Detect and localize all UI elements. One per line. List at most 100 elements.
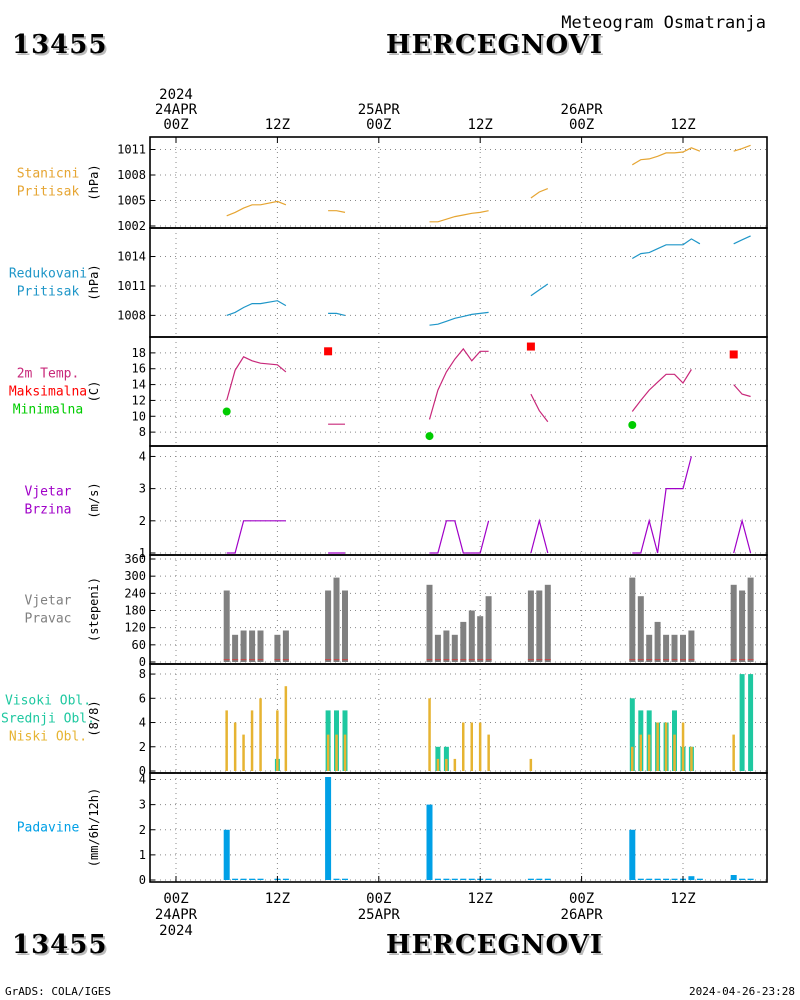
bar	[671, 634, 678, 662]
bar	[637, 878, 644, 880]
bar	[637, 596, 644, 662]
bar	[451, 634, 458, 662]
y-tick-label: 16	[132, 362, 146, 376]
bar	[342, 878, 348, 880]
panel-label: Minimalna	[13, 403, 83, 418]
series-line	[530, 283, 549, 297]
footer-timestamp: 2024-04-26-23:28	[689, 985, 795, 998]
panel-frame	[149, 336, 768, 447]
bar	[282, 630, 289, 662]
series-line	[429, 311, 489, 326]
bar	[646, 878, 653, 880]
y-tick-label: 2	[139, 514, 146, 528]
y-tick-label: 1011	[117, 279, 146, 293]
series-line	[226, 356, 287, 401]
series-line	[632, 456, 692, 554]
y-tick-label: 1	[139, 546, 146, 560]
panel-label: Redukovani	[9, 267, 87, 282]
y-tick-label: 18	[132, 346, 146, 360]
bar	[428, 698, 431, 771]
y-tick-label: 3	[139, 482, 146, 496]
bar	[326, 734, 330, 771]
bar	[242, 734, 245, 771]
station-name-bottom: HERCEGNOVI	[386, 930, 603, 960]
x-tick-label-bottom: 00Z	[366, 891, 391, 907]
x-tick-label-bottom: 25APR	[358, 907, 401, 923]
x-tick-label-top: 12Z	[265, 117, 290, 133]
bar	[477, 616, 484, 662]
x-tick-label-top: 24APR	[155, 102, 198, 118]
bar	[680, 634, 686, 662]
bar	[276, 710, 279, 771]
series-line	[733, 384, 751, 398]
y-axis-label: (mm/6h/12h)	[87, 788, 101, 867]
panel-label: Maksimalna	[9, 385, 87, 400]
bar	[629, 577, 636, 662]
min-marker	[628, 420, 637, 429]
bar	[333, 878, 340, 880]
x-tick-label-top: 00Z	[163, 117, 188, 133]
x-tick-label-bottom: 12Z	[468, 891, 493, 907]
series-line	[733, 518, 752, 554]
y-tick-label: 0	[139, 655, 146, 669]
station-name-top: HERCEGNOVI	[386, 30, 603, 60]
panel-label: Vjetar	[25, 485, 72, 500]
bar	[240, 630, 247, 662]
bar	[451, 878, 458, 880]
x-tick-label-top: 12Z	[468, 117, 493, 133]
bar	[696, 878, 703, 880]
bar	[443, 878, 450, 880]
series-line	[631, 147, 701, 166]
x-tick-label-bottom: 12Z	[265, 891, 290, 907]
panel-label: 2m Temp.	[17, 367, 80, 382]
bar	[325, 590, 332, 662]
bar	[460, 621, 467, 662]
panel-0	[149, 136, 768, 229]
bar	[240, 878, 247, 880]
bar	[460, 878, 467, 880]
bar	[468, 610, 475, 662]
y-tick-label: 1	[139, 848, 146, 862]
bar	[663, 878, 670, 880]
station-id-top: 13455	[12, 30, 108, 60]
bar	[232, 878, 239, 880]
panel-2	[149, 336, 768, 447]
meteogram-subtitle: Meteogram Osmatranja	[561, 13, 766, 33]
y-tick-label: 120	[124, 621, 146, 635]
bar	[748, 674, 754, 771]
bar	[225, 710, 228, 771]
bar	[739, 590, 746, 662]
y-tick-label: 1002	[117, 219, 146, 233]
panel-label: Visoki Obl.	[5, 694, 91, 709]
bar	[732, 734, 735, 771]
bar	[426, 804, 433, 880]
bar	[654, 878, 661, 880]
bar	[325, 777, 332, 880]
bar	[426, 584, 433, 663]
panel-label: Pritisak	[17, 185, 80, 200]
y-axis-label: (hPa)	[87, 264, 101, 300]
bar	[747, 577, 754, 662]
station-id-bottom: 13455	[12, 930, 108, 960]
x-tick-label-bottom: 2024	[159, 923, 193, 939]
bar	[527, 878, 534, 880]
x-tick-label-top: 25APR	[358, 102, 401, 118]
bar	[485, 878, 492, 880]
series-line	[226, 300, 287, 316]
y-axis-label: (stepeni)	[87, 577, 101, 642]
min-marker	[222, 407, 231, 416]
panel-label: Pravac	[25, 612, 72, 627]
bar	[274, 634, 281, 662]
bar	[629, 829, 636, 880]
bar	[443, 630, 450, 662]
bar	[639, 734, 642, 771]
bar	[333, 577, 340, 662]
bar	[739, 878, 746, 880]
bar	[485, 596, 492, 662]
bar	[527, 590, 534, 662]
y-tick-label: 4	[139, 449, 146, 463]
y-tick-label: 6	[139, 691, 146, 705]
series-line	[632, 238, 701, 260]
min-marker	[425, 432, 434, 441]
panel-5	[149, 663, 768, 774]
